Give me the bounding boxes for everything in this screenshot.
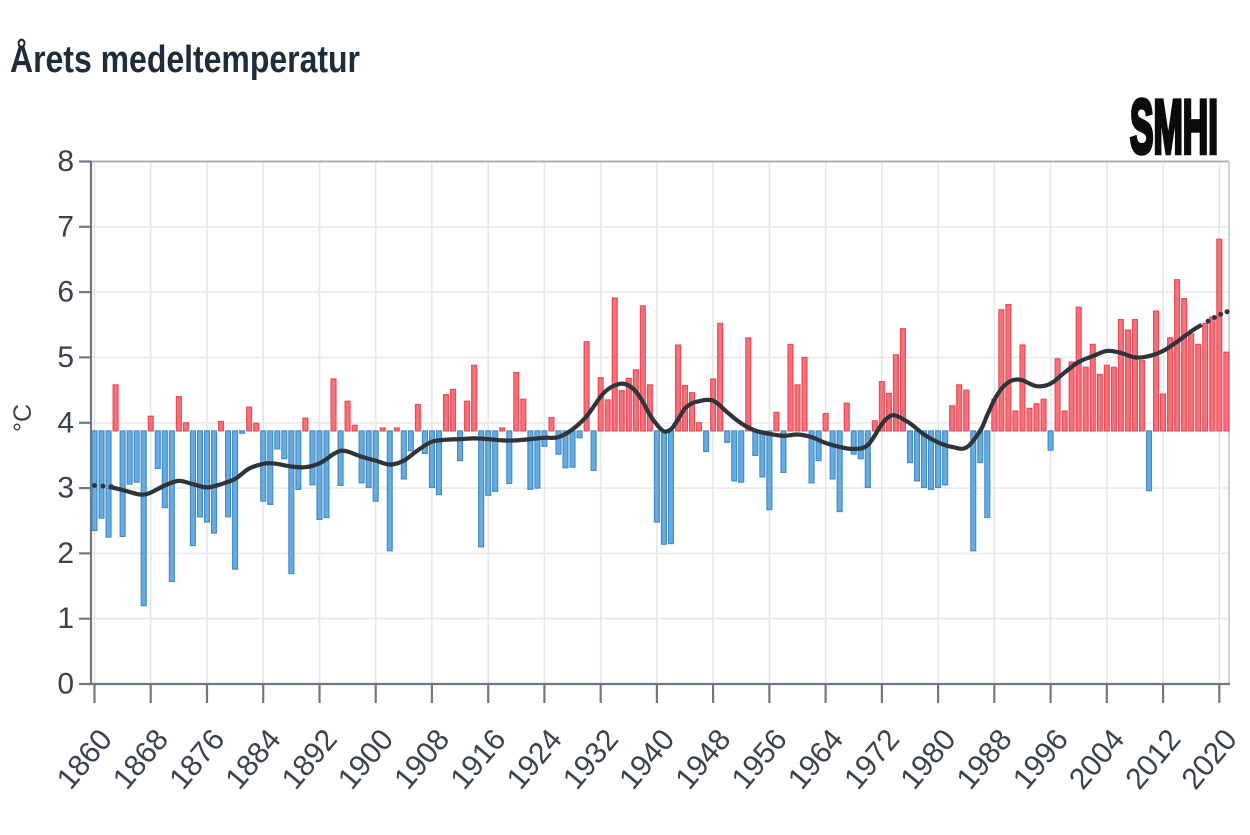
svg-text:7: 7 xyxy=(57,210,74,243)
svg-text:°C: °C xyxy=(9,404,37,432)
svg-text:SMHI: SMHI xyxy=(1130,85,1218,170)
svg-text:8: 8 xyxy=(57,145,74,178)
svg-text:5: 5 xyxy=(57,341,74,374)
svg-text:Årets medeltemperatur: Årets medeltemperatur xyxy=(10,37,360,81)
svg-text:2: 2 xyxy=(57,537,74,570)
svg-text:0: 0 xyxy=(57,668,74,701)
svg-text:6: 6 xyxy=(57,276,74,309)
svg-text:1: 1 xyxy=(57,602,74,635)
svg-text:4: 4 xyxy=(57,406,74,439)
svg-text:3: 3 xyxy=(57,472,74,505)
